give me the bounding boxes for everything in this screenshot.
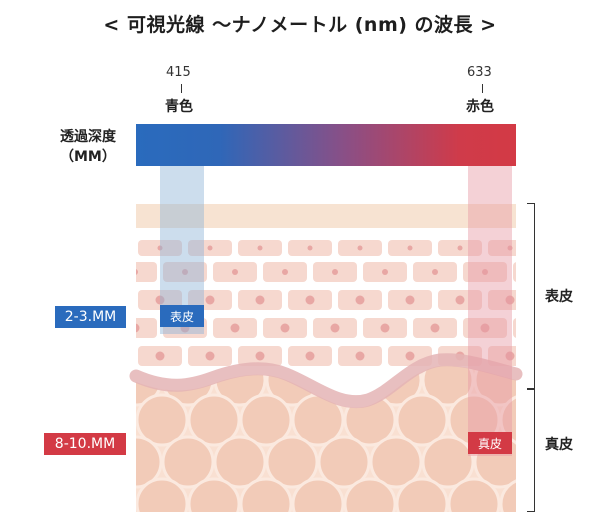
dermis-cell: [499, 393, 516, 447]
dermis-cell: [369, 435, 423, 489]
cell-nucleus: [330, 323, 340, 333]
dermis-cell: [187, 393, 241, 447]
tick-633: [482, 84, 483, 93]
red-label: 赤色: [466, 99, 494, 115]
epidermis-cell: [136, 318, 157, 338]
depth-badge-blue: 2-3.MM: [55, 306, 126, 328]
beam-badge-dermis-text: 真皮: [477, 436, 502, 451]
dermis-bracket: [527, 389, 535, 512]
cell-nucleus: [257, 245, 263, 251]
beam-badge-epidermis-text: 表皮: [169, 309, 194, 324]
depth-label-line1: 透過深度: [60, 129, 116, 145]
cell-nucleus: [355, 351, 365, 361]
dermis-cell: [136, 435, 163, 489]
dermis-cell: [421, 365, 475, 407]
depth-label-line2: （MM）: [60, 149, 116, 165]
cell-nucleus: [232, 269, 238, 275]
cell-nucleus: [230, 323, 240, 333]
cell-nucleus: [305, 295, 315, 305]
epidermis-cell: [136, 262, 157, 282]
cell-nucleus: [432, 269, 438, 275]
cell-nucleus: [405, 351, 415, 361]
dermis-cell: [395, 393, 449, 447]
wavelength-415: 415: [166, 65, 191, 80]
dermis-cell: [161, 435, 215, 489]
cell-nucleus: [505, 351, 515, 361]
cell-nucleus: [282, 269, 288, 275]
dermis-cell: [136, 393, 189, 447]
cell-nucleus: [505, 295, 515, 305]
dermis-cell: [239, 393, 293, 447]
cell-nucleus: [430, 323, 440, 333]
cell-nucleus: [332, 269, 338, 275]
cell-nucleus: [155, 351, 165, 361]
cell-nucleus: [307, 245, 313, 251]
blue-label: 青色: [165, 99, 193, 115]
cell-nucleus: [457, 245, 463, 251]
cell-nucleus: [357, 245, 363, 251]
cell-nucleus: [507, 245, 513, 251]
cell-nucleus: [182, 269, 188, 275]
cell-nucleus: [305, 351, 315, 361]
dermis-cell: [499, 477, 516, 512]
cell-nucleus: [407, 245, 413, 251]
cell-nucleus: [157, 245, 163, 251]
cell-nucleus: [455, 295, 465, 305]
cell-nucleus: [405, 295, 415, 305]
cell-nucleus: [255, 295, 265, 305]
cell-nucleus: [136, 269, 138, 275]
wavelength-633: 633: [467, 65, 492, 80]
cell-nucleus: [207, 245, 213, 251]
dermis-cell: [213, 435, 267, 489]
cell-nucleus: [136, 323, 140, 333]
cell-nucleus: [255, 351, 265, 361]
dermis-cell: [291, 477, 345, 512]
dermis-cell: [317, 435, 371, 489]
dermis-label: 真皮: [545, 437, 573, 453]
dermis-cell: [343, 477, 397, 512]
depth-badge-red: 8-10.MM: [44, 433, 126, 455]
cell-nucleus: [480, 323, 490, 333]
cell-nucleus: [380, 323, 390, 333]
beam-badge-dermis: 真皮: [468, 432, 512, 454]
dermis-cell: [447, 477, 501, 512]
beam-badge-epidermis: 表皮: [160, 305, 204, 327]
dermis-cell: [239, 477, 293, 512]
cell-nucleus: [205, 351, 215, 361]
red-light-beam: [468, 166, 512, 456]
dermal-epidermal-junction: [129, 353, 523, 409]
epidermis-cell: [513, 318, 516, 338]
epidermis-label: 表皮: [545, 289, 573, 305]
cell-nucleus: [355, 295, 365, 305]
cell-nucleus: [482, 269, 488, 275]
dermis-cell: [421, 435, 475, 489]
epidermis-bracket: [527, 203, 535, 389]
cell-nucleus: [280, 323, 290, 333]
dermis-cell: [187, 477, 241, 512]
spectrum-bar: [136, 124, 516, 166]
cell-nucleus: [155, 295, 165, 305]
dermis-cell: [136, 477, 189, 512]
cell-nucleus: [205, 295, 215, 305]
tick-415: [181, 84, 182, 93]
dermis-cell: [265, 435, 319, 489]
stratum-corneum: [136, 204, 516, 228]
diagram-title: < 可視光線 ～ナノメートル (nm) の波長 >: [103, 14, 497, 36]
depth-badge-blue-text: 2-3.MM: [64, 309, 117, 325]
depth-badge-red-text: 8-10.MM: [54, 436, 116, 452]
epidermis-cell: [513, 262, 516, 282]
cell-nucleus: [382, 269, 388, 275]
dermis-cell: [395, 477, 449, 512]
